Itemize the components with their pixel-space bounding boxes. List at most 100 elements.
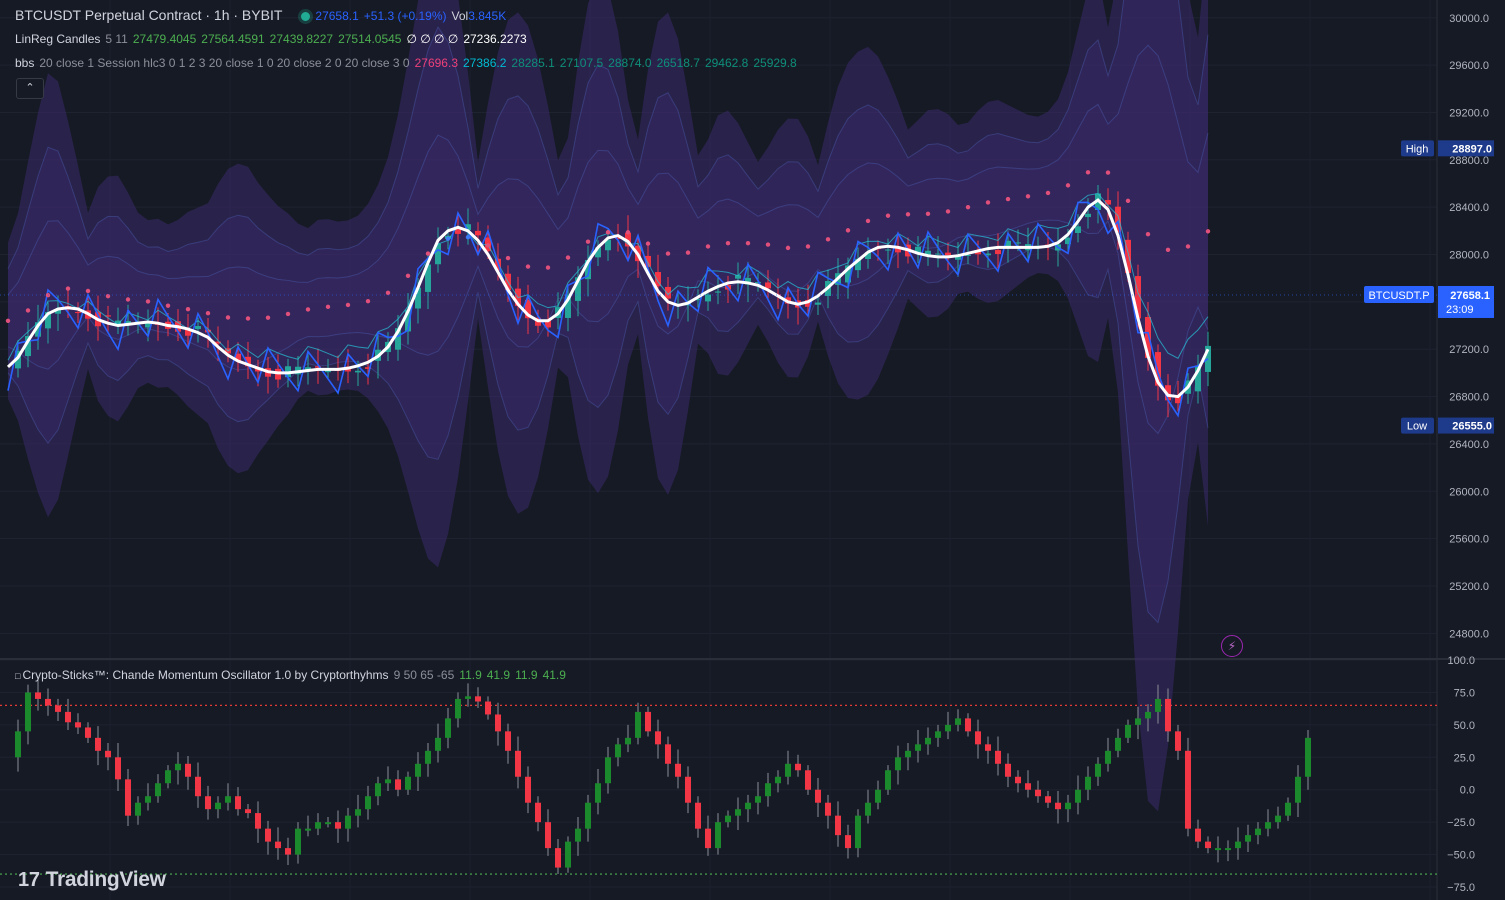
osc-candle [145,796,151,803]
price-axis[interactable]: 30000.0 29600.0 29200.0 28800.0 28400.0 28000… [0,0,1505,657]
candle-body [235,353,241,362]
osc-candle [495,714,501,732]
candle-body [525,299,531,319]
bbs-legend[interactable]: bbs 20 close 1 Session hlc3 0 1 2 3 20 cl… [15,55,802,71]
candle-body [895,246,901,253]
basis-dot [385,290,391,296]
linreg-legend[interactable]: LinReg Candles 5 11 27479.4045 27564.4591 27… [15,31,532,47]
osc-candle [605,757,611,784]
candle-body [1105,200,1111,205]
high-value-box [1438,140,1494,157]
last-price: 27658.1 [315,9,359,23]
linreg-params: 5 11 [105,32,128,46]
osc-candle [765,783,771,797]
basis-dot [945,209,951,214]
candle-body [1005,240,1011,246]
osc-tick-label: 100.0 [1447,655,1475,667]
osc-axis-bg [1438,661,1505,900]
osc-candle [1305,737,1311,777]
band-edge-upper [7,0,1209,269]
osc-candle [165,770,171,784]
osc-candle [725,815,731,823]
candle-body [645,255,651,267]
candle-body [455,226,461,234]
osc-candle [885,770,891,790]
price-tick-label: 29600.0 [1449,60,1489,72]
candle-body [405,309,411,332]
bbs-name[interactable]: bbs [15,56,35,70]
osc-candle [1275,815,1281,823]
osc-candle [835,815,841,836]
collapse-legend-button[interactable]: ⌃ [16,78,44,99]
candle-body [655,272,661,287]
osc-candle [185,763,191,777]
candle-body [735,275,741,279]
basis-dot [5,318,11,324]
candle-body [425,264,431,292]
market-status-icon[interactable] [301,11,311,21]
candle-body [1175,395,1181,404]
osc-candle [595,783,601,803]
candle-body [45,312,51,329]
basis-dot [1065,183,1071,188]
basis-dot [1085,170,1091,175]
osc-candle [135,802,141,816]
bbs-value-8: 25929.8 [753,56,797,70]
candle-body [1155,352,1161,386]
candle-body [1145,317,1151,358]
osc-candle [935,731,941,738]
candle-body [355,370,361,373]
osc-candle [1165,698,1171,732]
osc-candle [705,828,711,849]
price-tick-label: 27200.0 [1449,344,1489,356]
oscillator-axis[interactable]: 100.0 75.0 50.0 25.0 0.0 −25.0 −50.0 −75.0 [1438,655,1505,900]
basis-dot [125,297,131,302]
osc-candle [615,744,621,758]
lightning-icon[interactable]: ⚡ [1221,635,1243,657]
osc-candle [465,696,471,699]
osc-candle [405,776,411,790]
square-icon: □ [15,671,21,681]
linreg-name[interactable]: LinReg Candles [15,32,101,46]
osc-candle [25,692,31,732]
candle-body [565,294,571,318]
candle-body [1195,365,1201,392]
basis-dot [305,307,311,312]
osc-candle [1085,776,1091,790]
basis-dot [625,230,631,235]
osc-candle [955,718,961,725]
price-tick-label: 29200.0 [1449,107,1489,119]
cmo-value-4: 41.9 [542,668,566,682]
candle-body [925,250,931,255]
candle-body [195,326,201,330]
oscillator-pane [0,678,1437,875]
osc-candle [575,828,581,842]
osc-candle [155,783,161,797]
low-label: Low [1407,421,1427,433]
candle-body [315,366,321,368]
price-tick-label: 28400.0 [1449,202,1489,214]
basis-dot [65,286,71,291]
candle-body [545,320,551,328]
basis-dot [965,204,971,210]
osc-candle [1205,841,1211,849]
osc-candle [1285,802,1291,816]
symbol-title[interactable]: BTCUSDT Perpetual Contract · 1h · BYBIT [15,7,283,23]
band-2-sigma [8,0,1208,623]
osc-candle [845,835,851,849]
cmo-title[interactable]: Crypto-Sticks™: Chande Momentum Oscillat… [22,668,389,682]
candle-body [185,329,191,336]
tradingview-logo[interactable]: 17 TradingView [18,868,166,892]
osc-candle [635,711,641,738]
osc-candle [265,828,271,842]
candle-body [885,249,891,251]
osc-candle [1105,750,1111,764]
candle-body [695,298,701,301]
chevron-up-icon: ⌃ [25,82,35,94]
basis-dot [225,315,231,320]
symbol-legend[interactable]: BTCUSDT Perpetual Contract · 1h · BYBIT 2… [15,7,511,24]
cmo-legend[interactable]: □ Crypto-Sticks™: Chande Momentum Oscilla… [15,667,571,684]
osc-candle [1005,763,1011,777]
linreg-open: 27479.4045 [132,32,197,46]
